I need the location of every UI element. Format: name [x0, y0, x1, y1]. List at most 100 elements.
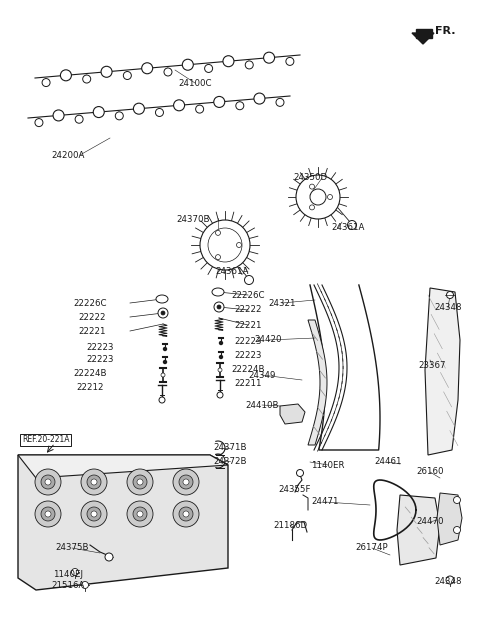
Circle shape — [164, 361, 167, 363]
Polygon shape — [437, 493, 462, 545]
Circle shape — [91, 479, 97, 485]
Circle shape — [179, 475, 193, 489]
Circle shape — [93, 107, 104, 117]
Circle shape — [41, 475, 55, 489]
Text: 22222: 22222 — [78, 313, 106, 322]
Circle shape — [254, 93, 265, 104]
Text: REF.20-221A: REF.20-221A — [22, 435, 70, 444]
Circle shape — [200, 220, 250, 270]
Circle shape — [214, 96, 225, 107]
Polygon shape — [397, 495, 440, 565]
Circle shape — [218, 368, 222, 372]
Text: 26174P: 26174P — [356, 544, 388, 553]
Circle shape — [45, 511, 51, 517]
Circle shape — [286, 57, 294, 65]
Text: FR.: FR. — [435, 26, 456, 36]
Ellipse shape — [156, 295, 168, 303]
Circle shape — [133, 475, 147, 489]
Text: 24349: 24349 — [248, 370, 276, 379]
Circle shape — [127, 501, 153, 527]
Circle shape — [236, 101, 244, 110]
Circle shape — [35, 119, 43, 126]
Text: 24348: 24348 — [434, 578, 462, 587]
Circle shape — [156, 108, 164, 116]
Text: 24371B: 24371B — [213, 444, 247, 453]
Circle shape — [183, 511, 189, 517]
Circle shape — [217, 392, 223, 398]
Circle shape — [115, 112, 123, 120]
Text: 22223: 22223 — [86, 342, 114, 352]
Circle shape — [72, 569, 79, 575]
Circle shape — [215, 235, 235, 255]
Text: 24471: 24471 — [311, 498, 339, 507]
Text: 22226C: 22226C — [231, 290, 265, 300]
Circle shape — [219, 356, 223, 358]
Circle shape — [173, 469, 199, 495]
Circle shape — [87, 507, 101, 521]
Circle shape — [158, 308, 168, 318]
Circle shape — [310, 205, 314, 210]
Circle shape — [204, 64, 213, 73]
Circle shape — [264, 52, 275, 63]
Circle shape — [75, 115, 83, 123]
Circle shape — [82, 582, 88, 589]
Text: 22226C: 22226C — [73, 299, 107, 308]
Polygon shape — [412, 33, 434, 44]
Text: 22223: 22223 — [86, 356, 114, 365]
Text: 24355F: 24355F — [279, 485, 311, 494]
Text: 24375B: 24375B — [55, 544, 89, 553]
Circle shape — [174, 100, 185, 111]
Circle shape — [35, 501, 61, 527]
Text: 24200A: 24200A — [51, 150, 84, 159]
Circle shape — [83, 75, 91, 83]
Circle shape — [310, 184, 314, 189]
Circle shape — [137, 511, 143, 517]
Circle shape — [173, 501, 199, 527]
Polygon shape — [280, 404, 305, 424]
Circle shape — [245, 61, 253, 69]
Circle shape — [81, 469, 107, 495]
Circle shape — [105, 553, 113, 561]
Text: 24461: 24461 — [374, 458, 402, 467]
Circle shape — [182, 59, 193, 70]
Text: 24470: 24470 — [416, 517, 444, 526]
Text: 24370B: 24370B — [176, 216, 210, 225]
Circle shape — [454, 526, 460, 534]
Circle shape — [446, 576, 454, 584]
Circle shape — [142, 63, 153, 74]
Circle shape — [223, 56, 234, 67]
Circle shape — [297, 469, 303, 476]
Circle shape — [216, 255, 220, 259]
Text: 1140EJ
21516A: 1140EJ 21516A — [51, 570, 84, 590]
Polygon shape — [18, 455, 228, 590]
Circle shape — [183, 479, 189, 485]
Polygon shape — [416, 29, 432, 38]
Circle shape — [446, 291, 454, 299]
Text: 24361A: 24361A — [216, 268, 249, 277]
Polygon shape — [308, 320, 327, 445]
Circle shape — [244, 275, 253, 284]
Circle shape — [45, 479, 51, 485]
Circle shape — [159, 397, 165, 403]
Text: 22211: 22211 — [234, 379, 262, 388]
Circle shape — [133, 507, 147, 521]
Circle shape — [327, 195, 333, 200]
Circle shape — [214, 302, 224, 312]
Polygon shape — [18, 455, 228, 478]
Polygon shape — [425, 288, 460, 455]
Circle shape — [161, 373, 165, 377]
Text: 24372B: 24372B — [213, 456, 247, 465]
Text: 24350D: 24350D — [293, 173, 327, 182]
Text: 24321: 24321 — [268, 299, 296, 308]
Text: 22221: 22221 — [234, 320, 262, 329]
Circle shape — [35, 469, 61, 495]
Text: 23367: 23367 — [418, 361, 446, 370]
Circle shape — [91, 511, 97, 517]
Circle shape — [164, 347, 167, 351]
Text: 1140ER: 1140ER — [311, 460, 345, 469]
Text: 21186D: 21186D — [273, 521, 307, 530]
Text: 26160: 26160 — [416, 467, 444, 476]
Circle shape — [276, 98, 284, 107]
Text: 24348: 24348 — [434, 304, 462, 313]
Text: 22224B: 22224B — [231, 365, 265, 374]
